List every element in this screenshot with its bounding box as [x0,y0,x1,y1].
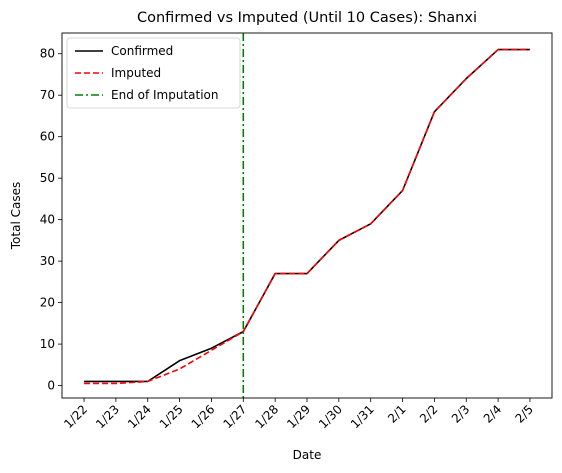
x-tick-label: 1/31 [348,402,377,431]
y-tick-label: 40 [40,213,55,227]
y-tick-label: 10 [40,337,55,351]
x-tick-label: 1/26 [189,402,218,431]
x-tick-label: 1/25 [157,402,186,431]
x-tick-label: 1/27 [220,402,249,431]
x-tick-label: 1/29 [284,402,313,431]
chart-title: Confirmed vs Imputed (Until 10 Cases): S… [137,10,477,26]
x-tick-label: 2/4 [481,402,505,426]
x-tick-label: 2/1 [385,402,409,426]
y-tick-label: 30 [40,254,55,268]
legend-label: End of Imputation [111,88,219,102]
legend-box [66,37,241,109]
y-tick-label: 20 [40,296,55,310]
y-tick-label: 60 [40,130,55,144]
legend-label: Imputed [111,66,161,80]
y-axis-label: Total Cases [9,182,23,250]
legend-label: Confirmed [111,44,173,58]
x-axis-label: Date [293,448,322,462]
y-tick-label: 0 [47,379,55,393]
legend: Confirmed Imputed End of Imputation [66,37,241,109]
x-tick-label: 1/23 [93,402,122,431]
y-tick-label: 70 [40,88,55,102]
y-tick-label: 80 [40,47,55,61]
x-tick-label: 1/30 [316,402,345,431]
x-tick-label: 1/24 [125,402,154,431]
x-tick-label: 1/28 [252,402,281,431]
y-tick-label: 50 [40,171,55,185]
x-tick-label: 2/3 [449,402,473,426]
x-tick-label: 2/5 [513,402,537,426]
x-tick-label: 1/22 [61,402,90,431]
series-line-imputed [84,48,530,385]
x-tick-label: 2/2 [417,402,441,426]
plot-frame [61,32,553,399]
